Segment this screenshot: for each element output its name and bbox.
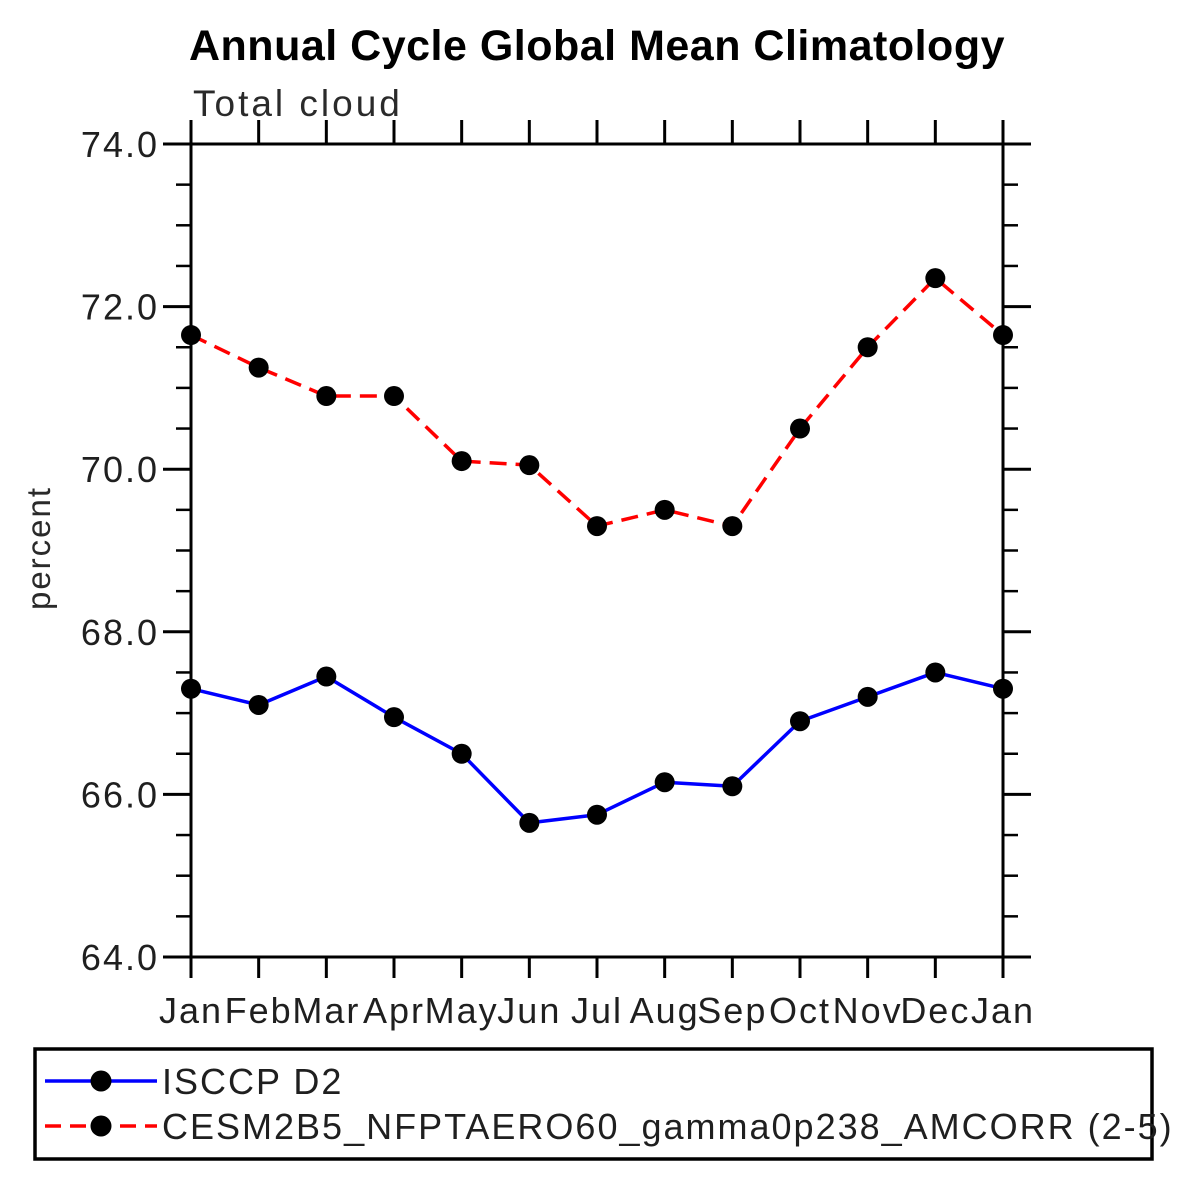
y-tick-label: 64.0 <box>81 937 159 978</box>
data-point-marker <box>857 686 878 707</box>
legend-marker-icon <box>90 1070 112 1092</box>
data-point-marker <box>316 666 337 687</box>
data-point-marker <box>316 386 337 407</box>
legend-label-cesm2b5: CESM2B5_NFPTAERO60_gamma0p238_AMCORR (2-… <box>162 1106 1174 1147</box>
x-tick-label: Jan <box>971 990 1035 1031</box>
y-axis-title: percent <box>20 486 57 610</box>
y-tick-label: 68.0 <box>81 612 159 653</box>
data-point-marker <box>993 678 1013 699</box>
x-tick-label: Mar <box>292 990 360 1031</box>
plot-frame <box>189 142 1005 959</box>
y-tick-label: 72.0 <box>81 287 159 328</box>
data-point-marker <box>451 451 472 472</box>
data-point-marker <box>181 325 201 346</box>
data-point-marker <box>384 386 404 407</box>
x-tick-label: Jan <box>159 990 223 1031</box>
chart-title: Annual Cycle Global Mean Climatology <box>189 22 1005 70</box>
series-isccp-d2 <box>181 662 1013 833</box>
data-point-marker <box>993 325 1013 346</box>
data-point-marker <box>790 418 810 439</box>
chart-subtitle: Total cloud <box>193 83 403 124</box>
data-point-marker <box>722 776 743 797</box>
plot-series <box>181 268 1013 833</box>
legend-marker-icon <box>90 1115 112 1137</box>
x-tick-label: Dec <box>900 990 970 1031</box>
data-point-marker <box>654 772 675 793</box>
x-tick-label: Apr <box>363 990 425 1031</box>
x-tick-label: Nov <box>833 990 903 1031</box>
x-tick-label: Jun <box>497 990 561 1031</box>
data-point-marker <box>248 357 269 378</box>
data-point-marker <box>519 812 540 833</box>
data-point-marker <box>925 268 946 289</box>
series-isccp-d2-line <box>190 670 1004 825</box>
y-tick-label: 70.0 <box>81 449 159 490</box>
data-point-marker <box>654 499 675 520</box>
data-point-marker <box>384 707 404 728</box>
y-tick-label: 74.0 <box>81 124 159 165</box>
legend: ISCCP D2 CESM2B5_NFPTAERO60_gamma0p238_A… <box>33 1047 1174 1161</box>
legend-item-cesm2b5: CESM2B5_NFPTAERO60_gamma0p238_AMCORR (2-… <box>45 1106 1174 1147</box>
data-point-marker <box>857 337 878 358</box>
data-point-marker <box>181 678 201 699</box>
series-cesm2b5 <box>181 268 1013 537</box>
data-point-marker <box>248 694 269 715</box>
legend-box <box>33 1047 1154 1161</box>
series-cesm2b5-line <box>190 276 1005 528</box>
data-point-marker <box>587 804 607 825</box>
x-tick-label: May <box>425 990 499 1031</box>
x-tick-label: Aug <box>630 990 700 1031</box>
y-tick-label: 66.0 <box>81 774 159 815</box>
data-point-marker <box>587 516 607 537</box>
x-tick-label: Jul <box>571 990 623 1031</box>
data-point-marker <box>451 743 472 764</box>
data-point-marker <box>925 662 946 683</box>
data-point-marker <box>519 455 540 476</box>
x-tick-label: Sep <box>697 990 767 1031</box>
x-tick-label: Oct <box>769 990 831 1031</box>
legend-item-isccp-d2: ISCCP D2 <box>45 1061 343 1102</box>
data-point-marker <box>722 516 743 537</box>
data-point-marker <box>790 711 810 732</box>
legend-label-isccp-d2: ISCCP D2 <box>162 1061 343 1102</box>
x-tick-label: Feb <box>225 990 293 1031</box>
